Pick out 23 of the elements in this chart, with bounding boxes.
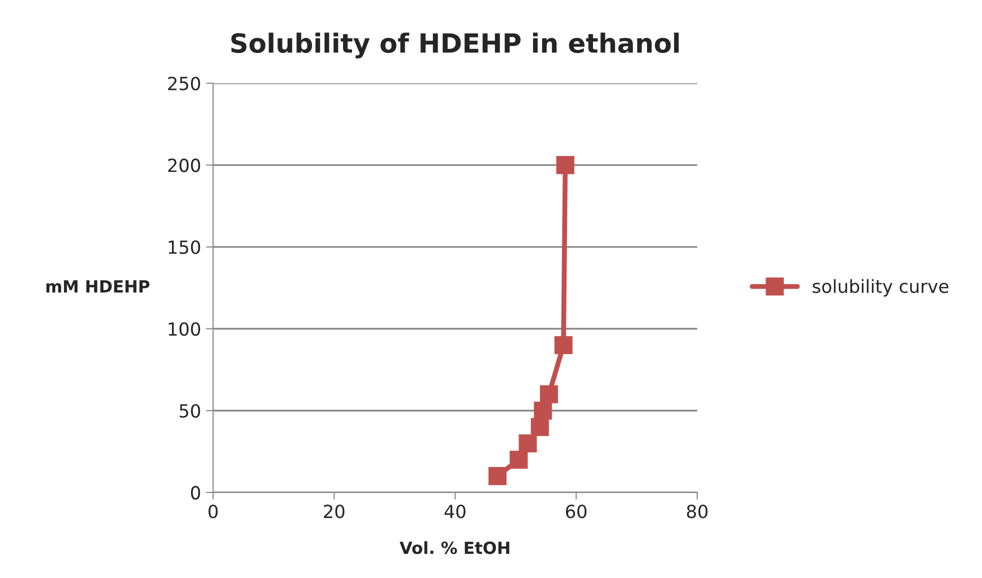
legend-label: solubility curve	[812, 279, 948, 297]
y-tick-label: 100	[168, 322, 200, 336]
x-tick-label: 40	[444, 504, 466, 518]
x-tick-label: 80	[686, 504, 708, 518]
x-tick-label: 60	[566, 504, 586, 518]
point	[534, 402, 552, 420]
point	[540, 385, 558, 404]
y-tick-label: 250	[168, 76, 200, 90]
point	[554, 336, 573, 354]
x-tick-label: 0	[208, 504, 218, 518]
x-tick-label: 20	[324, 504, 344, 518]
point	[510, 450, 528, 469]
point	[556, 156, 574, 174]
point	[488, 467, 507, 486]
point	[530, 418, 549, 436]
point	[518, 434, 537, 452]
chart-title: Solubility of HDEHP in ethanol	[231, 32, 679, 58]
y-tick-label: 150	[168, 240, 200, 254]
y-tick-label: 200	[168, 158, 200, 172]
y-tick-label: 50	[180, 404, 200, 418]
y-tick-label: 0	[190, 486, 200, 500]
x-axis-title: Vol. % EtOH	[400, 541, 510, 554]
y-axis-title: mM HDEHP	[46, 280, 150, 292]
